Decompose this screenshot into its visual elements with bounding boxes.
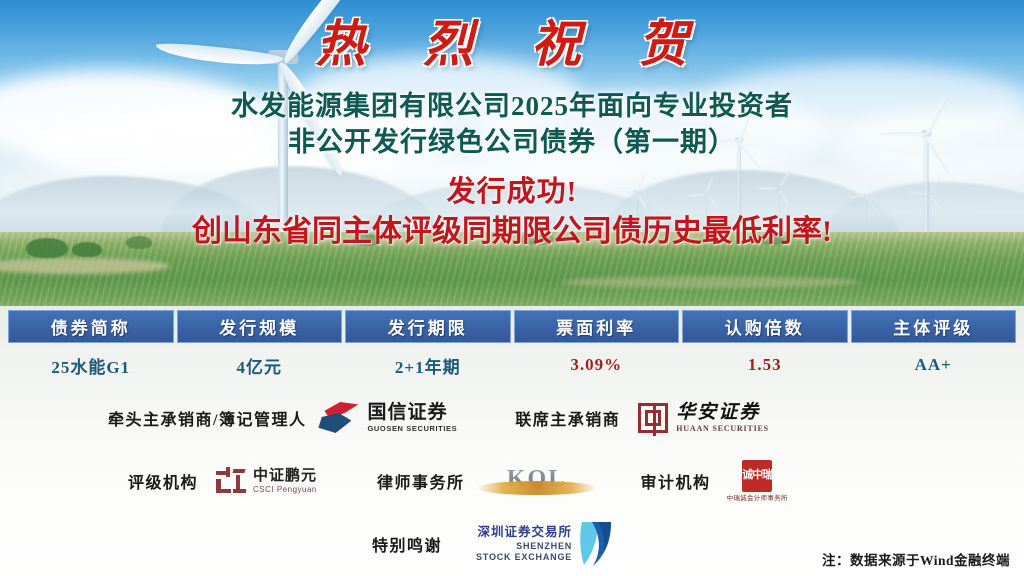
table-header-cell: 主体评级 xyxy=(850,310,1016,343)
csci-mark-icon xyxy=(216,467,247,495)
wind-turbine-mid xyxy=(880,92,972,236)
bond-summary-table: 债券简称 发行规模 发行期限 票面利率 认购倍数 主体评级 25水能G1 4亿元… xyxy=(8,310,1016,382)
szse-name-en1: SHENZHEN xyxy=(516,541,573,552)
wind-turbine-mid xyxy=(699,103,778,236)
table-header-row: 债券简称 发行规模 发行期限 票面利率 认购倍数 主体评级 xyxy=(8,310,1016,343)
csci-pengyuan-logo: 中证鹏元 CSCI Pengyuan xyxy=(216,467,317,495)
atmospheric-haze xyxy=(0,170,1024,240)
info-panel xyxy=(0,306,1024,576)
table-value-row: 25水能G1 4亿元 2+1年期 3.09% 1.53 AA+ xyxy=(8,348,1016,382)
table-header-cell: 债券简称 xyxy=(8,310,174,343)
table-header-cell: 发行期限 xyxy=(345,310,511,343)
kql-swoosh-icon xyxy=(476,481,597,495)
szse-logo: 深圳证券交易所 SHENZHEN STOCK EXCHANGE xyxy=(476,521,612,567)
underwriter-row: 牵头主承销商/簿记管理人 国信证券 GUOSEN SECURITIES 联席主承… xyxy=(0,396,1024,440)
special-thanks-row: 特别鸣谢 深圳证券交易所 SHENZHEN STOCK EXCHANGE xyxy=(0,518,1024,570)
issuer-title-line1: 水发能源集团有限公司2025年面向专业投资者 xyxy=(231,91,793,121)
law-firm-label: 律师事务所 xyxy=(377,475,465,492)
wind-turbine-distant xyxy=(614,172,658,238)
guosen-securities-logo: 国信证券 GUOSEN SECURITIES xyxy=(318,401,457,435)
table-value-cell: 4亿元 xyxy=(236,357,282,377)
kql-law-firm-logo: KQL xyxy=(476,464,597,498)
szse-name-cn: 深圳证券交易所 xyxy=(477,524,573,539)
table-value-cell: 3.09% xyxy=(570,355,623,374)
wind-farm-background-photo xyxy=(0,0,1024,312)
huaan-name-cn: 华安证券 xyxy=(676,402,761,423)
wind-turbine-distant xyxy=(480,181,516,236)
table-value-cell: 25水能G1 xyxy=(51,357,131,377)
audit-name-cn: 中瑞诚会计师事务所 xyxy=(726,494,788,502)
csci-name-cn: 中证鹏元 xyxy=(253,467,318,484)
zhongruicheng-audit-logo: 诚中瑞 中瑞诚会计师事务所 xyxy=(726,459,788,503)
table-value-cell: AA+ xyxy=(914,355,952,374)
wind-turbine-distant xyxy=(846,178,886,236)
table-value-cell: 2+1年期 xyxy=(394,357,461,377)
csci-name-en: CSCI Pengyuan xyxy=(253,485,317,494)
lead-underwriter-label: 牵头主承销商/簿记管理人 xyxy=(108,412,307,429)
guosen-name-cn: 国信证券 xyxy=(367,402,448,424)
huaan-seal-icon xyxy=(638,403,669,436)
audit-seal-icon: 诚中瑞 xyxy=(742,459,773,492)
record-low-rate-text: 创山东省同主体评级同期限公司债历史最低利率! xyxy=(192,215,832,248)
issuance-success-text: 发行成功! xyxy=(446,176,578,208)
data-source-note: 注：数据来源于Wind金融终端 xyxy=(821,553,1010,568)
huaan-name-en: HUAAN SECURITIES xyxy=(676,424,769,433)
wind-turbine-foreground xyxy=(154,0,398,284)
joint-underwriter-label: 联席主承销商 xyxy=(515,412,621,429)
table-header-cell: 票面利率 xyxy=(513,310,679,343)
table-header-cell: 认购倍数 xyxy=(682,310,848,343)
farmland-field xyxy=(0,232,1024,312)
wind-turbine-distant xyxy=(908,174,952,236)
issuer-title-line2: 非公开发行绿色公司债券（第一期） xyxy=(288,127,736,157)
audit-agency-label: 审计机构 xyxy=(640,475,711,492)
szse-name-en2: STOCK EXCHANGE xyxy=(476,552,573,563)
wind-turbine-distant xyxy=(686,175,726,236)
congratulation-headline: 热 烈 祝 贺 xyxy=(315,14,709,73)
guosen-mark-icon xyxy=(318,401,360,435)
huaan-securities-logo: 华安证券 HUAAN SECURITIES xyxy=(638,402,769,436)
table-header-cell: 发行规模 xyxy=(176,310,342,343)
table-value-cell: 1.53 xyxy=(747,355,782,374)
special-thanks-label: 特别鸣谢 xyxy=(372,538,443,555)
advisor-row: 评级机构 中证鹏元 CSCI Pengyuan 律师事务所 KQL 审计机构 xyxy=(0,458,1024,504)
rating-agency-label: 评级机构 xyxy=(128,475,199,492)
guosen-name-en: GUOSEN SECURITIES xyxy=(367,424,458,434)
wind-turbine-distant xyxy=(756,169,802,234)
szse-shield-icon xyxy=(578,521,612,567)
